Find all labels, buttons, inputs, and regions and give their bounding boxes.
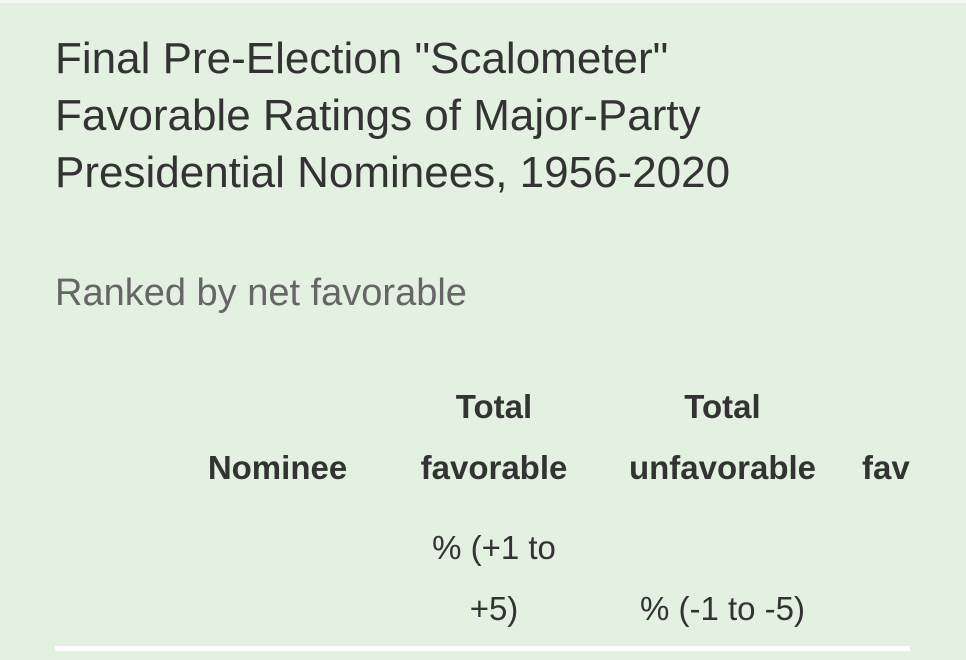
title: Final Pre-Election "Scalometer" Favorabl…: [55, 34, 731, 197]
unit-cell: % (-1 to -5): [610, 517, 835, 639]
header-rule: [55, 646, 910, 651]
subtitle: Ranked by net favorable: [55, 272, 467, 314]
unit-text: % (-1 to -5): [639, 590, 806, 627]
page: Final Pre-Election "Scalometer" Favorabl…: [0, 3, 966, 660]
header-cell: Nominee: [207, 449, 348, 486]
header-cell: Total unfavorable: [628, 388, 817, 486]
header-cell: Total favorable: [420, 388, 568, 486]
table: Nominee Total favorable Total unfavorabl…: [55, 373, 910, 653]
unit-text: % (+1 to +5): [432, 529, 556, 627]
header-cell: fav: [862, 449, 910, 486]
unit-cell: % (+1 to +5): [410, 517, 578, 639]
